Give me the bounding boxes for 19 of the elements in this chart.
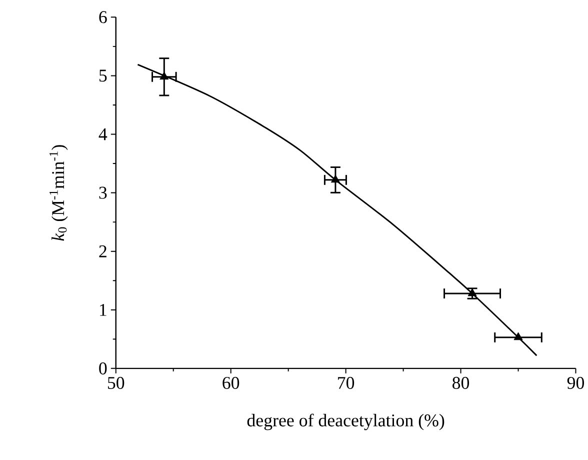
point xyxy=(514,332,523,340)
y-tick-label: 0 xyxy=(99,362,107,374)
y-tick-label: 5 xyxy=(99,70,107,82)
point xyxy=(160,72,169,80)
y-tick-label: 4 xyxy=(98,128,108,140)
y-axis-title: k$_{0}$ (M$^{-1}$min$^{-1}$) xyxy=(49,144,68,241)
point xyxy=(330,174,340,182)
x-tick-label: 50 xyxy=(108,376,124,389)
line-series xyxy=(136,64,538,356)
x-tick-label: 70 xyxy=(338,376,354,389)
x-tick-label: 60 xyxy=(222,376,240,389)
x-axis-title: degree of deacetylation (%) xyxy=(247,414,444,430)
x-tick-label: 80 xyxy=(452,376,470,389)
y-tick-label: 1 xyxy=(100,304,106,316)
y-tick-label: 3 xyxy=(99,186,107,199)
x-tick-label: 90 xyxy=(567,376,584,389)
y-tick-label: 6 xyxy=(99,11,107,24)
y-tick-label: 2 xyxy=(99,245,106,258)
point xyxy=(468,288,477,296)
